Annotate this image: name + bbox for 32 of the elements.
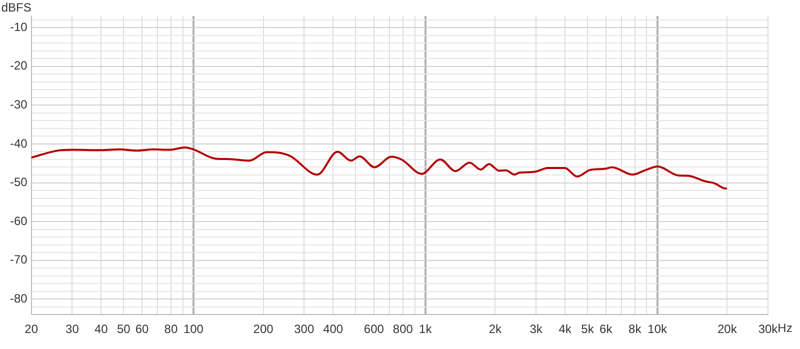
- x-tick-label: 80: [164, 322, 178, 336]
- x-tick-label: 200: [253, 322, 274, 336]
- x-tick-label: 400: [323, 322, 344, 336]
- x-tick-label: 800: [392, 322, 414, 336]
- y-tick-label: -80: [10, 291, 28, 306]
- x-tick-label: 100: [183, 322, 204, 336]
- x-tick-label: 2k: [488, 322, 503, 336]
- x-tick-label: 8k: [628, 322, 642, 336]
- x-tick-label: 10k: [648, 322, 668, 336]
- x-tick-label: 6k: [600, 322, 614, 336]
- x-tick-label: 600: [364, 322, 384, 336]
- x-tick-label: 20: [24, 322, 38, 336]
- y-tick-label: -60: [10, 214, 28, 228]
- x-tick-label: 5k: [581, 322, 595, 336]
- x-tick-label: 30k: [758, 322, 779, 336]
- y-tick-label: -30: [10, 98, 28, 112]
- x-tick-label: 3k: [530, 322, 544, 336]
- x-axis-title: Hz: [778, 320, 792, 335]
- x-tick-label: 1k: [419, 322, 433, 336]
- x-tick-label: 30: [66, 322, 80, 336]
- y-tick-label: -10: [10, 20, 28, 34]
- y-tick-label: -40: [10, 136, 28, 150]
- x-tick-label: 300: [294, 322, 314, 336]
- y-tick-label: -20: [10, 58, 28, 73]
- y-tick-label: -50: [10, 175, 28, 190]
- x-tick-label: 60: [135, 322, 149, 336]
- x-tick-label: 50: [116, 322, 131, 336]
- x-tick-label: 4k: [558, 322, 572, 336]
- x-tick-label: 40: [94, 322, 108, 336]
- x-tick-label: 20k: [717, 322, 738, 336]
- y-tick-label: -70: [10, 252, 28, 267]
- y-axis-title: dBFS: [1, 0, 32, 14]
